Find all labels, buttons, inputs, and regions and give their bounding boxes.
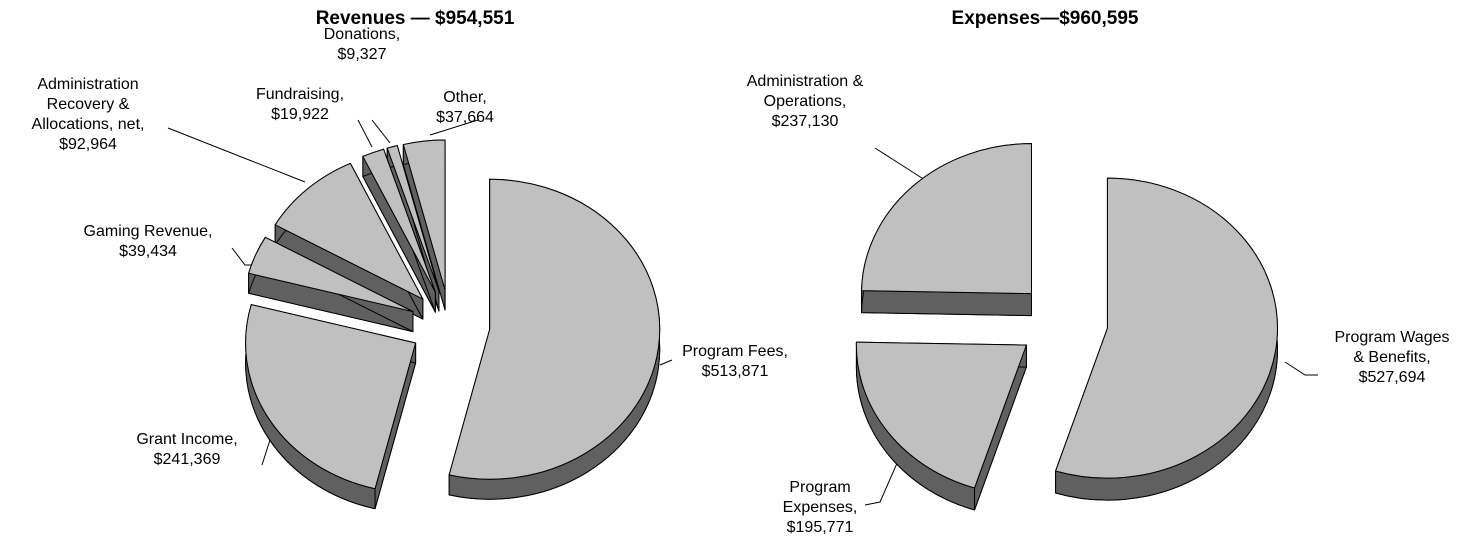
slice — [402, 139, 446, 291]
category-label: Administration & Operations, — [746, 73, 864, 110]
slice-label: Administration Recovery & Allocations, n… — [13, 75, 163, 155]
category-label: Fundraising, — [255, 86, 345, 103]
value-label: $513,871 — [701, 363, 769, 380]
value-label: $237,130 — [771, 113, 839, 130]
slice — [274, 162, 424, 300]
leader-line — [371, 119, 391, 144]
slice — [448, 178, 661, 480]
leader-line — [357, 119, 373, 148]
slice-label: Program Wages & Benefits, $527,694 — [1331, 328, 1453, 388]
slice-group — [1055, 177, 1278, 501]
category-label: Donations, — [323, 26, 401, 43]
category-label: Grant Income, — [136, 431, 238, 448]
slice-group — [402, 139, 446, 311]
slice-label: Fundraising, $19,922 — [245, 85, 355, 125]
leader-line — [659, 359, 673, 366]
slice — [861, 143, 1032, 295]
slice — [362, 148, 436, 293]
slice — [1055, 177, 1278, 479]
slice-side — [861, 290, 1032, 317]
category-label: Program Wages & Benefits, — [1334, 329, 1450, 366]
value-label: $9,327 — [337, 46, 387, 63]
value-label: $39,434 — [119, 243, 177, 260]
slice-label: Program Expenses, $195,771 — [775, 478, 865, 538]
value-label: $37,664 — [436, 109, 494, 126]
chart-title: Expenses—$960,595 — [951, 8, 1139, 29]
leader-line — [429, 119, 479, 136]
slice-group — [248, 236, 414, 333]
slice — [386, 145, 440, 292]
slice — [248, 236, 414, 313]
category-label: Other, — [443, 89, 487, 106]
leader-line — [874, 147, 926, 181]
value-label: $527,694 — [1358, 369, 1426, 386]
slice-label: Grant Income, $241,369 — [117, 430, 257, 470]
category-label: Gaming Revenue, — [83, 223, 213, 240]
slice-group — [362, 148, 436, 313]
slice-label: Other, $37,664 — [380, 88, 550, 128]
leader-line — [1284, 361, 1318, 376]
slice-group — [448, 178, 661, 500]
category-label: Administration Recovery & Allocations, n… — [31, 76, 145, 133]
value-label: $241,369 — [153, 451, 221, 468]
slice — [245, 304, 417, 490]
slice-label: Donations, $9,327 — [312, 25, 412, 65]
slice-group — [245, 304, 417, 510]
slice-group — [274, 162, 424, 320]
chart-title: Revenues — $954,551 — [315, 8, 515, 29]
slice-label: Gaming Revenue, $39,434 — [63, 222, 233, 262]
slice-group — [855, 341, 1027, 511]
category-label: Program Expenses, — [782, 479, 858, 516]
value-label: $92,964 — [59, 136, 117, 153]
category-label: Program Fees, — [682, 343, 788, 360]
leader-line — [167, 127, 306, 183]
slice — [855, 341, 1027, 489]
slice-label: Program Fees, $513,871 — [665, 342, 805, 382]
value-label: $195,771 — [786, 519, 854, 536]
slice-label: Administration & Operations, $237,130 — [730, 72, 880, 132]
value-label: $19,922 — [271, 106, 329, 123]
slice-group — [861, 143, 1032, 317]
